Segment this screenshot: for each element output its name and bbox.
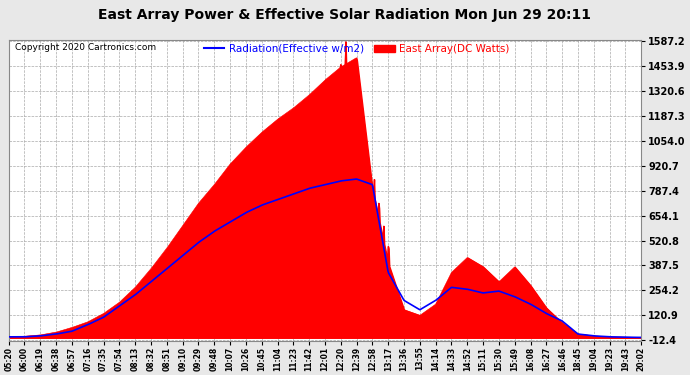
Legend: Radiation(Effective w/m2), East Array(DC Watts): Radiation(Effective w/m2), East Array(DC… <box>199 40 514 58</box>
Text: Copyright 2020 Cartronics.com: Copyright 2020 Cartronics.com <box>15 44 156 52</box>
Text: East Array Power & Effective Solar Radiation Mon Jun 29 20:11: East Array Power & Effective Solar Radia… <box>99 8 591 21</box>
